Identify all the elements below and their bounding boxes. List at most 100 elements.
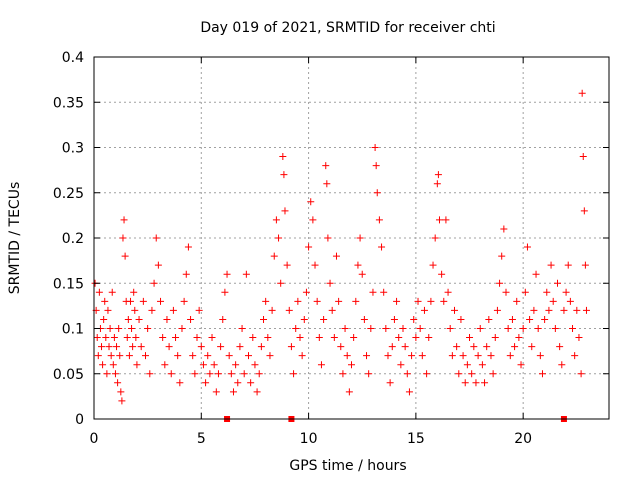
data-point [255,370,263,378]
data-point [270,252,278,260]
data-point [390,315,398,323]
data-point [496,279,504,287]
data-point [341,325,349,332]
data-point [434,171,442,179]
data-point [110,334,118,342]
data-point [416,325,424,332]
data-point [195,306,203,314]
data-point [247,379,255,387]
data-point [393,297,401,305]
data-point [108,288,116,296]
data-point [98,343,106,351]
data-point [131,306,139,314]
data-point [132,334,140,342]
data-point [569,325,577,332]
data-point [242,270,250,278]
data-point [577,370,585,378]
data-point [223,270,231,278]
data-point [562,288,570,296]
data-point [124,315,132,323]
data-point [106,325,114,332]
data-point [442,216,450,224]
data-point [208,334,216,342]
data-point [307,198,315,206]
data-point [388,343,396,351]
data-point [372,162,380,170]
data-point [148,306,156,314]
data-point [202,379,210,387]
data-point [204,352,212,360]
y-tick-label: 0.15 [53,276,84,292]
data-point [300,315,308,323]
data-point [560,306,568,314]
chart-title: Day 019 of 2021, SRMTID for receiver cht… [200,20,495,36]
data-point [427,297,435,305]
data-point [438,270,446,278]
data-point [326,279,334,287]
y-axis-ticks: 0 0.05 0.1 0.15 0.2 0.25 0.3 0.35 0.4 [53,50,609,428]
y-tick-label: 0.25 [53,186,84,202]
y-axis-label: SRMTID / TECUs [7,182,23,295]
data-point [513,297,521,305]
data-point [182,270,190,278]
data-point [123,334,131,342]
data-point [268,306,276,314]
data-point [126,297,134,305]
y-tick-label: 0.3 [62,141,84,157]
data-point [487,352,495,360]
data-point [104,306,112,314]
data-point [526,315,534,323]
data-point [118,397,126,405]
data-point [103,370,111,378]
y-tick-label: 0.05 [53,367,84,383]
data-point [506,352,514,360]
data-point [410,315,418,323]
data-point [352,297,360,305]
data-point [386,379,394,387]
data-point [172,334,180,342]
data-point [466,334,474,342]
data-point [199,361,207,369]
data-point [285,306,293,314]
data-point [330,334,338,342]
y-tick-label: 0.35 [53,95,84,111]
data-point [119,234,127,242]
data-point [311,261,319,269]
data-point [225,352,233,360]
data-point [378,243,386,251]
data-point [489,370,497,378]
data-point [221,288,229,296]
x-tick-label: 15 [407,431,425,447]
data-point [431,234,439,242]
data-point [238,325,246,332]
x-axis-label: GPS time / hours [289,458,406,474]
data-point [511,343,519,351]
data-point [317,361,325,369]
data-point [292,325,300,332]
data-point [472,379,480,387]
data-point [324,234,332,242]
data-point [575,334,583,342]
data-point [154,261,162,269]
data-point [401,343,409,351]
data-point [279,153,287,161]
data-point [532,270,540,278]
data-point [399,325,407,332]
data-point [534,325,542,332]
data-point [433,180,441,188]
data-point [515,334,523,342]
data-point [360,315,368,323]
data-point [262,297,270,305]
data-point [581,261,589,269]
data-point [214,370,222,378]
data-point [530,306,538,314]
data-point [470,343,478,351]
data-point [435,216,443,224]
y-tick-label: 0.4 [62,50,84,66]
data-point [281,207,289,215]
data-point [161,361,169,369]
data-point [580,207,588,215]
data-point [373,189,381,197]
data-point [298,352,306,360]
data-point [451,306,458,314]
